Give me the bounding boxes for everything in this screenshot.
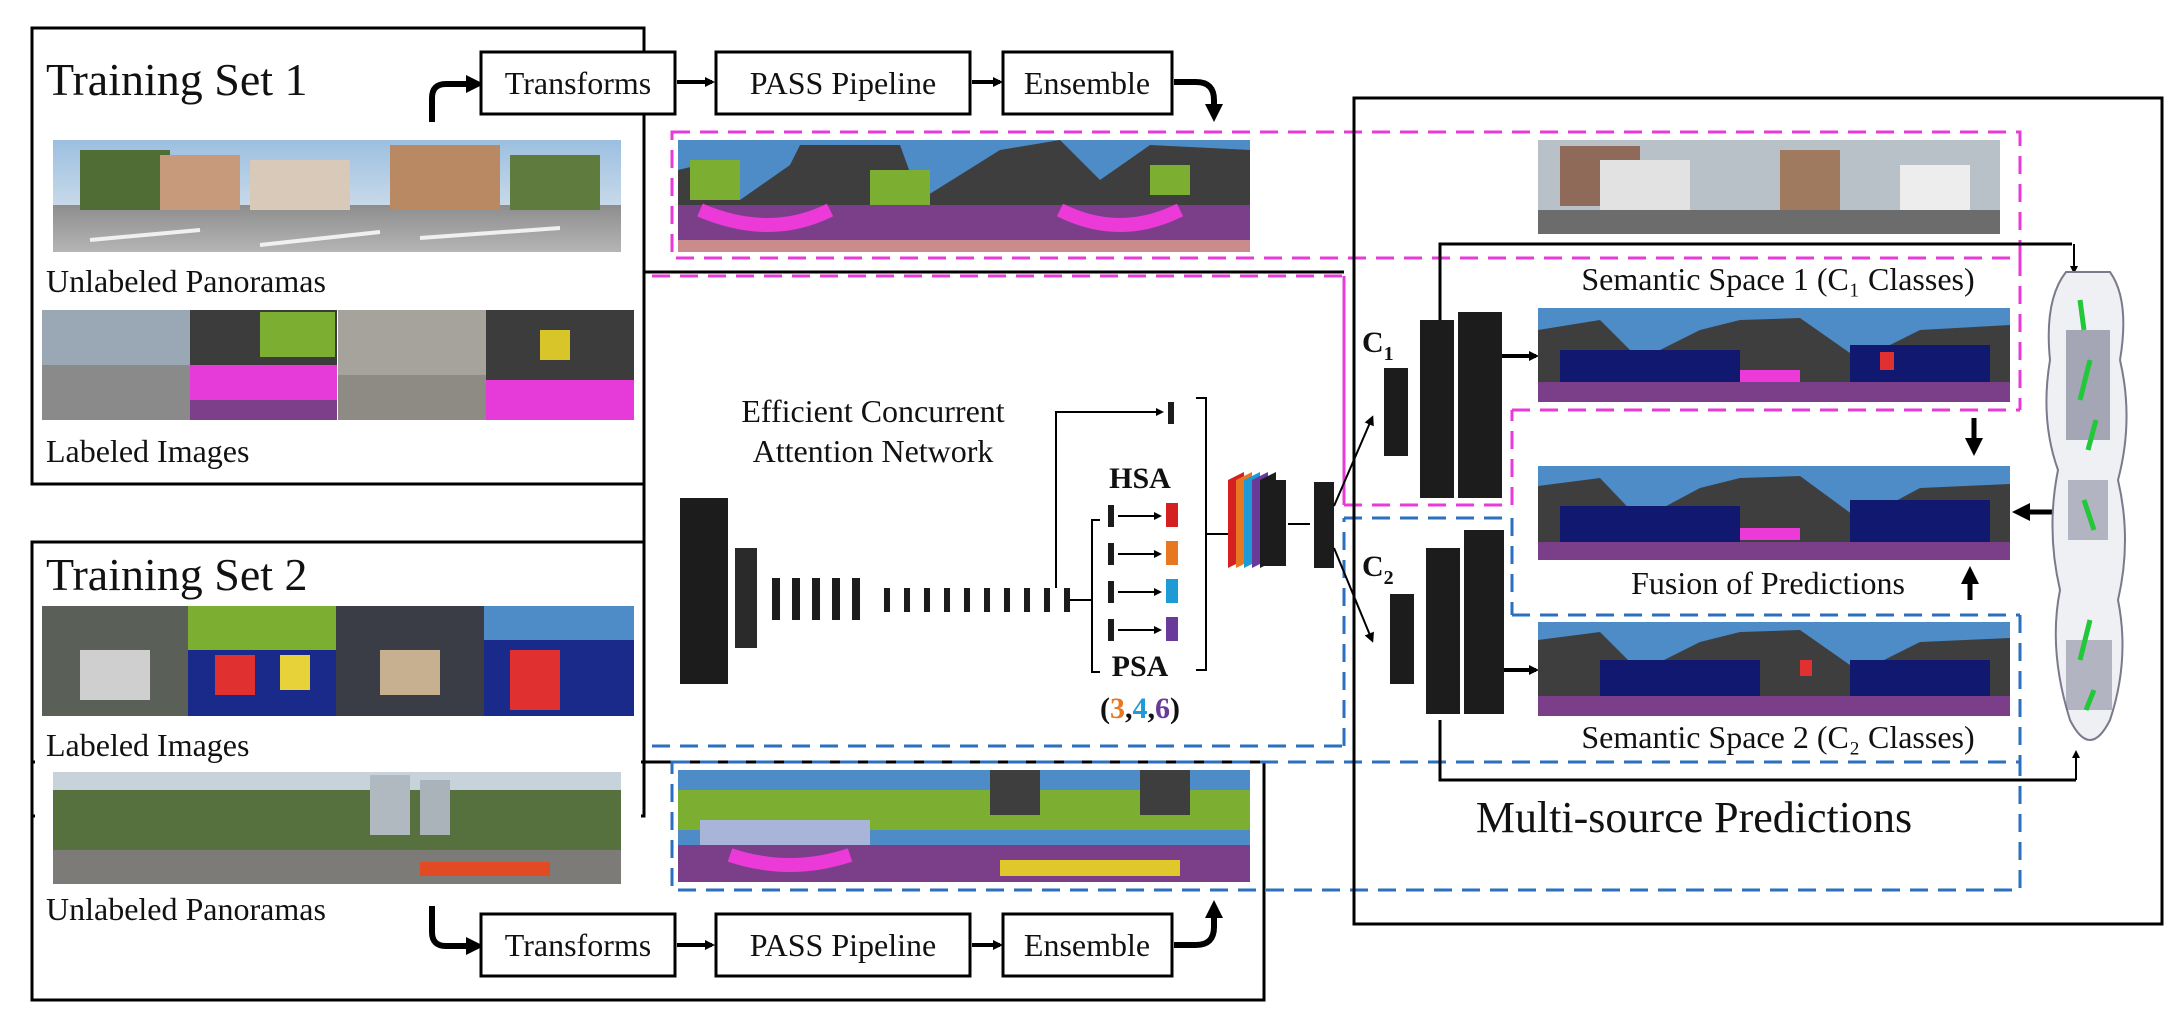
- fusion-layer-2: [1314, 482, 1334, 568]
- set1-pass-pipeline-box: [714, 50, 972, 116]
- set2-labeled-label: Labeled Images: [46, 727, 249, 763]
- encoder-layer-2: [735, 548, 757, 648]
- set2-labeled-images: [42, 606, 634, 716]
- fusion-label: Fusion of Predictions: [1631, 565, 1905, 601]
- set1-ensemble-label: Ensemble: [1024, 65, 1150, 101]
- set2-transforms-box: [479, 912, 677, 978]
- psa-scale-6-block: [1166, 617, 1178, 641]
- fusion-layer-1: [1262, 480, 1286, 566]
- psa-label: PSA: [1112, 650, 1169, 683]
- network-title-line1: Efficient Concurrent: [741, 393, 1004, 429]
- set2-pipeline-in-arrow: [429, 906, 484, 955]
- network-region-top-border: [642, 262, 1344, 274]
- training-set-2-panel: Training Set 2 Labeled Images Unlabeled …: [30, 540, 1266, 1002]
- psa-branches: [1108, 503, 1178, 641]
- prediction-space-2-image: [1538, 622, 2010, 716]
- head-c1-label: C1: [1362, 326, 1394, 365]
- c2-path-line: [1438, 720, 2076, 782]
- psa-scale-1-block: [1166, 503, 1178, 527]
- network-title-line2: Attention Network: [753, 433, 994, 469]
- set2-transforms-label: Transforms: [505, 927, 651, 963]
- multi-source-predictions-title: Multi-source Predictions: [1476, 793, 1912, 842]
- set1-transforms-box: [479, 50, 677, 116]
- global-branch-arrow: [1055, 408, 1164, 588]
- c1-path-line: [1438, 242, 2072, 320]
- set1-transforms-label: Transforms: [505, 65, 651, 101]
- set2-pseudo-label-panorama: [678, 770, 1250, 882]
- psa-scale-3-block: [1166, 541, 1178, 565]
- set1-labeled-label: Labeled Images: [46, 433, 249, 469]
- set1-pseudo-label-panorama: [678, 140, 1250, 252]
- set1-dashed-route: [652, 130, 2022, 507]
- psa-kernel-sizes: (3,4,6): [1100, 692, 1180, 725]
- set1-pass-pipeline-label: PASS Pipeline: [750, 65, 936, 101]
- scene-graph-image: [2045, 271, 2128, 741]
- set1-unlabeled-label: Unlabeled Panoramas: [46, 263, 326, 299]
- prediction-space-1-image: [1538, 308, 2010, 402]
- set2-pipeline-out-arrow: [1174, 900, 1223, 948]
- set1-pipeline-out-arrow: [1174, 79, 1223, 122]
- set2-ensemble-box: [1001, 912, 1174, 978]
- psa-scale-4-block: [1166, 579, 1178, 603]
- fused-prediction-image: [1538, 466, 2010, 560]
- training-set-1-title: Training Set 1: [46, 54, 308, 105]
- set2-pass-pipeline-box: [714, 912, 972, 978]
- efficient-concurrent-attention-network: Efficient Concurrent Attention Network: [680, 393, 1374, 725]
- semantic-space-2-label: Semantic Space 2 (C₂ Classes): [1581, 719, 1974, 755]
- set1-pipeline-in-arrow: [429, 75, 484, 122]
- head-c2-label: C2: [1362, 550, 1394, 589]
- set2-pass-pipeline-label: PASS Pipeline: [750, 927, 936, 963]
- head-c2: C2: [1362, 530, 1539, 714]
- set2-dashed-route: [652, 516, 2022, 892]
- training-set-1-panel: Training Set 1 Unlabeled Panoramas: [30, 26, 1223, 486]
- hsa-label: HSA: [1109, 462, 1171, 495]
- training-set-2-title: Training Set 2: [46, 549, 308, 600]
- semantic-space-1-label: Semantic Space 1 (C₁ Classes): [1581, 261, 1974, 297]
- set1-labeled-images: [42, 310, 634, 420]
- set2-ensemble-label: Ensemble: [1024, 927, 1150, 963]
- multi-source-predictions-panel: Semantic Space 1 (C₁ Classes) Fusion of …: [1352, 96, 2164, 926]
- encoder-blocks: [772, 578, 1070, 620]
- encoder-layer-1: [680, 498, 728, 684]
- set1-unlabeled-panorama-image: [53, 140, 621, 252]
- set1-ensemble-box: [1001, 50, 1174, 116]
- set2-unlabeled-panorama-image: [53, 772, 621, 884]
- input-panorama-image: [1538, 140, 2000, 234]
- set2-unlabeled-label: Unlabeled Panoramas: [46, 891, 326, 927]
- head-c1: C1: [1362, 312, 1539, 498]
